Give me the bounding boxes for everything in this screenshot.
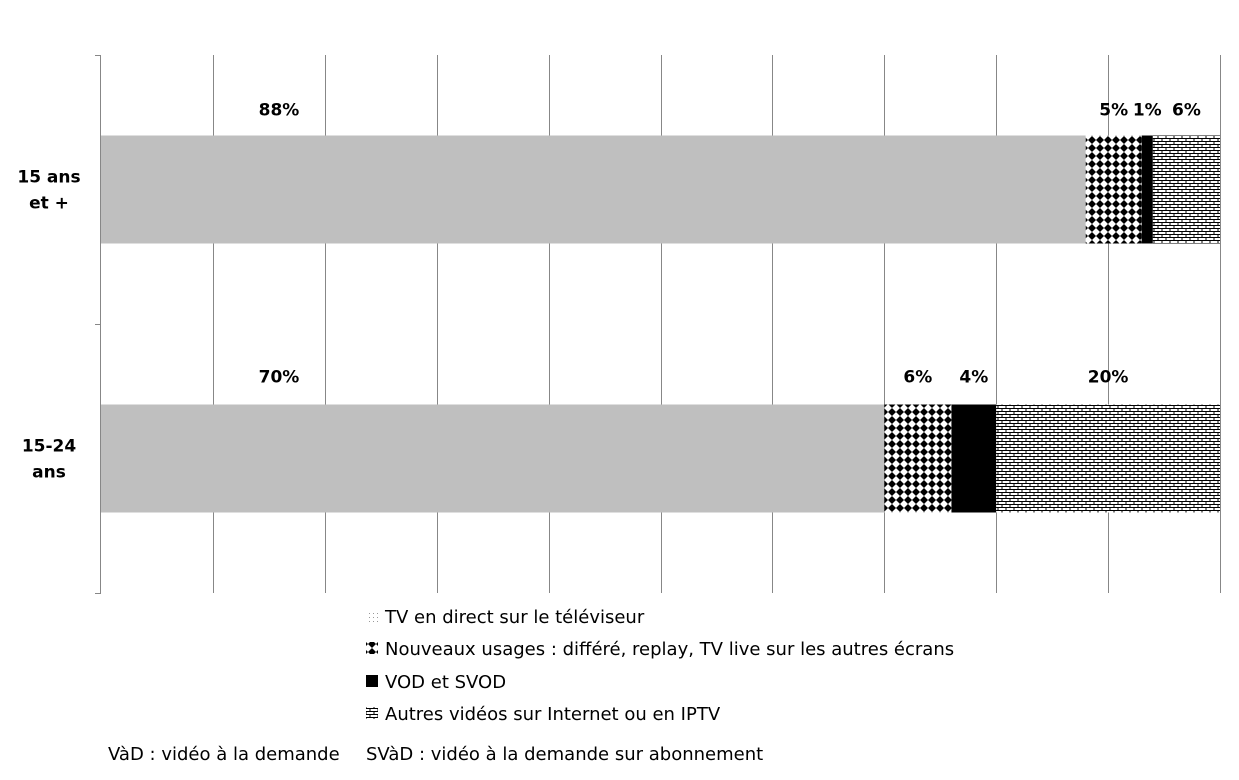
legend-item-autres-videos: Autres vidéos sur Internet ou en IPTV	[366, 704, 721, 725]
legend-label-tv-direct: TV en direct sur le téléviseur	[384, 607, 645, 628]
category-label: 15 ans et +	[17, 168, 80, 214]
category-label-line: ans	[32, 463, 66, 483]
category-label-line: et +	[29, 194, 69, 214]
bar-tv-direct	[101, 404, 885, 513]
label-nouveaux-usages: 5%	[1099, 101, 1128, 121]
legend: TV en direct sur le téléviseur Nouveaux …	[366, 607, 954, 725]
footnote-svad: SVàD : vidéo à la demande sur abonnement	[366, 744, 763, 765]
legend-label-autres-videos: Autres vidéos sur Internet ou en IPTV	[385, 704, 721, 725]
bar-vod-svod	[951, 404, 997, 513]
category-label: 15-24 ans	[22, 437, 77, 483]
legend-label-nouveaux-usages: Nouveaux usages : différé, replay, TV li…	[385, 639, 954, 660]
bar-nouveaux-usages	[1085, 135, 1142, 244]
bar-autres-videos	[1152, 135, 1220, 244]
label-vod-svod: 4%	[959, 368, 988, 388]
footnote-vad: VàD : vidéo à la demande	[108, 744, 340, 765]
data-labels: 88% 5% 1% 6% 70% 6% 4% 20%	[259, 101, 1201, 388]
category-labels: 15 ans et + 15-24 ans	[17, 168, 80, 483]
category-label-line: 15 ans	[17, 168, 80, 188]
label-nouveaux-usages: 6%	[903, 368, 932, 388]
label-autres-videos: 6%	[1172, 101, 1201, 121]
legend-swatch-tv-direct	[366, 610, 378, 622]
legend-swatch-vod-svod	[366, 675, 378, 687]
bar-vod-svod	[1141, 135, 1153, 244]
label-tv-direct: 70%	[259, 368, 300, 388]
legend-swatch-autres-videos	[366, 707, 378, 719]
label-autres-videos: 20%	[1088, 368, 1129, 388]
label-tv-direct: 88%	[259, 101, 300, 121]
bar-nouveaux-usages	[884, 404, 952, 513]
legend-item-vod-svod: VOD et SVOD	[366, 672, 506, 693]
legend-swatch-nouveaux-usages	[366, 642, 378, 654]
bar-autres-videos	[996, 404, 1220, 513]
legend-label-vod-svod: VOD et SVOD	[385, 672, 506, 693]
bars	[101, 135, 1220, 513]
legend-item-tv-direct: TV en direct sur le téléviseur	[366, 607, 645, 628]
category-axis	[95, 55, 101, 594]
label-vod-svod: 1%	[1133, 101, 1162, 121]
category-label-line: 15-24	[22, 437, 77, 457]
bar-tv-direct	[101, 135, 1086, 244]
legend-item-nouveaux-usages: Nouveaux usages : différé, replay, TV li…	[366, 639, 954, 660]
